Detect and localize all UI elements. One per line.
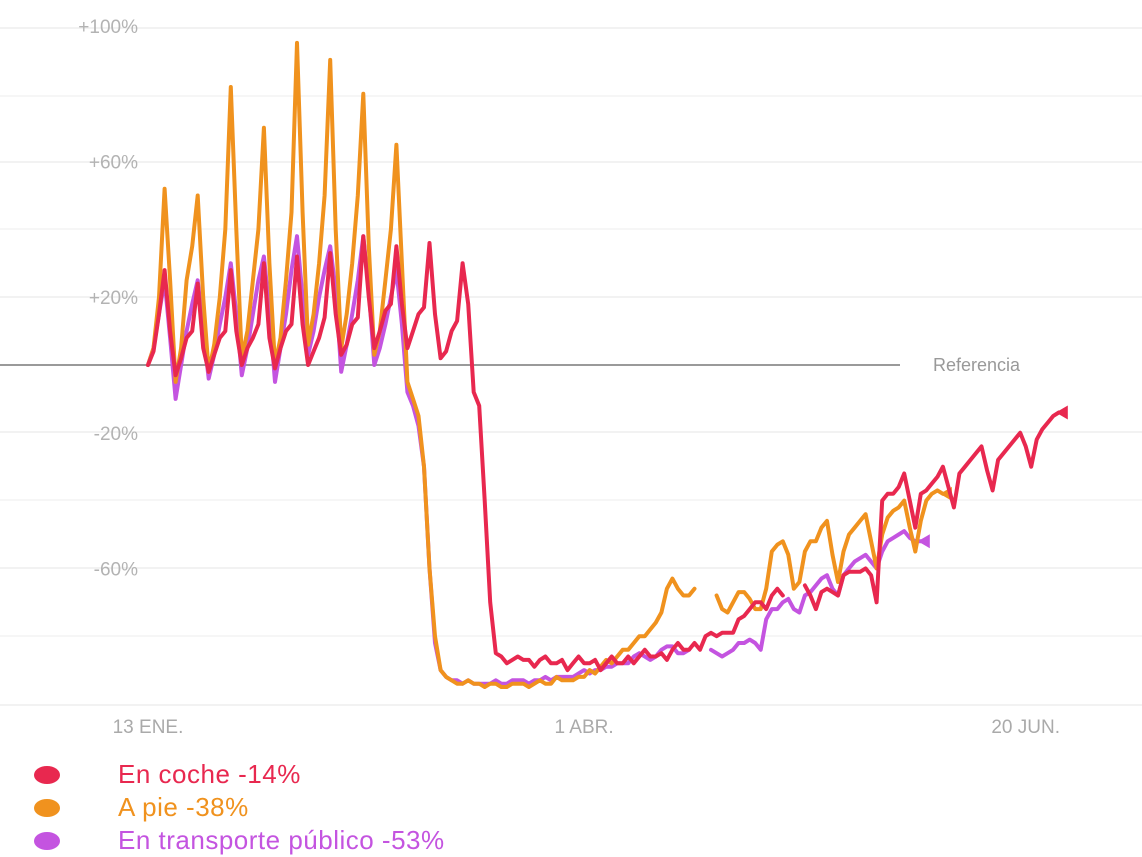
y-tick-label: -60% — [94, 559, 138, 580]
series-line — [709, 529, 923, 659]
legend-swatch — [34, 831, 60, 850]
x-tick-label: 1 ABR. — [555, 717, 614, 738]
series-line — [146, 234, 785, 673]
x-tick-label: 13 ENE. — [113, 717, 184, 738]
gridlines — [0, 27, 1142, 706]
series-end-marker — [1055, 405, 1068, 420]
baseline-label: Referencia — [933, 355, 1021, 375]
series-0 — [146, 234, 1068, 673]
legend-swatch — [34, 765, 60, 784]
legend-label: En transporte público -53% — [118, 825, 445, 855]
y-tick-label: +20% — [89, 288, 138, 309]
y-axis-ticks: +100% +60% +20% -20% -60% — [78, 17, 138, 580]
series-end-marker — [917, 534, 930, 549]
x-tick-label: 20 JUN. — [991, 717, 1060, 738]
y-tick-label: -20% — [94, 424, 138, 445]
legend-item: En coche -14% — [34, 758, 445, 791]
series-line — [802, 410, 1061, 612]
legend-swatch — [34, 798, 60, 817]
legend-item: En transporte público -53% — [34, 824, 445, 857]
x-axis-ticks: 13 ENE. 1 ABR. 20 JUN. — [113, 717, 1060, 738]
legend-item: A pie -38% — [34, 791, 445, 824]
y-tick-label: +100% — [78, 17, 138, 38]
series-line — [146, 40, 697, 689]
series-line — [714, 488, 945, 615]
y-tick-label: +60% — [89, 153, 138, 174]
legend: En coche -14% A pie -38% En transporte púb… — [34, 758, 445, 857]
legend-label: En coche -14% — [118, 759, 301, 789]
legend-label: A pie -38% — [118, 792, 249, 822]
series-lines — [146, 40, 1068, 689]
